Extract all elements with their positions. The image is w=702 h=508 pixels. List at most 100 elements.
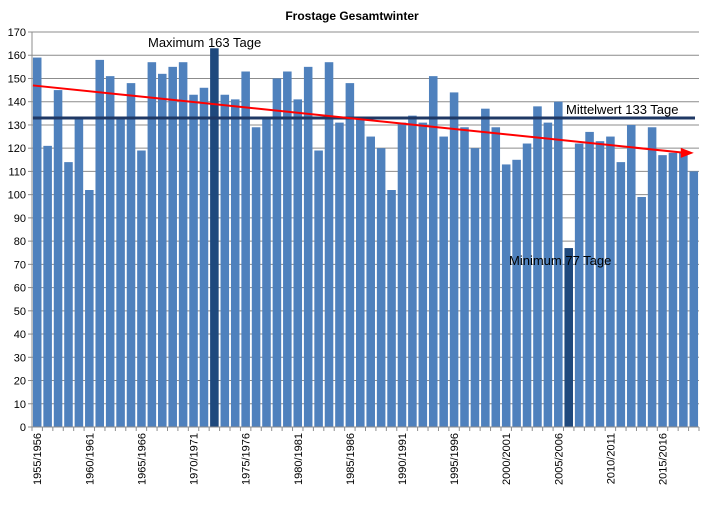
y-tick-label: 90 — [14, 213, 26, 225]
bar — [533, 106, 542, 428]
min-annotation: Minimum 77 Tage — [509, 253, 611, 268]
bar — [64, 162, 73, 427]
y-tick-label: 50 — [14, 306, 26, 318]
y-tick-label: 40 — [14, 329, 26, 341]
bar — [616, 162, 626, 427]
bar — [283, 71, 292, 427]
y-tick-label: 70 — [14, 259, 26, 271]
y-tick-label: 100 — [8, 190, 26, 202]
bar — [564, 248, 573, 427]
x-tick-label: 2010/2011 — [605, 433, 617, 484]
mean-annotation: Mittelwert 133 Tage — [566, 102, 679, 117]
bar — [501, 164, 511, 428]
x-tick-label: 1990/1991 — [397, 433, 409, 485]
bar — [189, 94, 198, 427]
bar — [230, 99, 240, 427]
x-tick-label: 2000/2001 — [501, 433, 513, 485]
x-tick-label: 1975/1976 — [241, 433, 253, 485]
x-tick-label: 1985/1986 — [345, 433, 357, 485]
bar — [126, 83, 136, 427]
y-tick-label: 140 — [8, 97, 26, 109]
bar — [606, 136, 615, 427]
bar — [345, 83, 355, 427]
x-tick-label: 1970/1971 — [189, 433, 201, 485]
bar — [418, 122, 428, 427]
bars — [32, 48, 699, 428]
x-tick-label: 2005/2006 — [553, 433, 565, 485]
bar — [210, 48, 219, 427]
bar — [116, 117, 125, 428]
bar — [585, 131, 594, 428]
bar — [428, 76, 438, 427]
chart-title: Frostage Gesamtwinter — [285, 9, 419, 23]
bar — [272, 78, 282, 428]
y-tick-label: 130 — [8, 120, 26, 132]
bar — [303, 66, 313, 428]
bar — [147, 62, 157, 428]
bar — [137, 150, 146, 427]
bar — [554, 101, 563, 428]
trend-arrowhead — [680, 147, 694, 158]
y-tick-label: 160 — [8, 50, 26, 62]
bar — [689, 171, 699, 427]
bar — [408, 115, 417, 427]
bar — [314, 150, 323, 427]
bar — [626, 124, 636, 428]
y-tick-label: 60 — [14, 283, 26, 295]
x-axis: 1955/1956 1960/1961 1965/1966 1970/1971 1975… — [31, 426, 700, 485]
bar — [658, 155, 667, 427]
bar — [387, 190, 396, 427]
y-tick-label: 30 — [14, 352, 26, 364]
bar — [158, 73, 167, 427]
bar — [293, 99, 303, 427]
bar — [574, 143, 584, 427]
x-tick-label: 2015/2016 — [658, 433, 670, 485]
bar — [522, 143, 532, 427]
bar — [53, 90, 63, 428]
bar — [241, 71, 250, 427]
y-tick-label: 80 — [14, 236, 26, 248]
max-annotation: Maximum 163 Tage — [148, 35, 261, 50]
y-axis: 0 10 20 30 40 50 60 70 80 90 100 110 120 130 140 150 160… — [8, 27, 33, 434]
y-tick-label: 110 — [8, 166, 26, 178]
x-tick-label: 1995/1996 — [449, 433, 461, 485]
x-tick-label: 1980/1981 — [293, 433, 305, 485]
y-tick-label: 120 — [8, 143, 26, 155]
y-tick-label: 10 — [14, 399, 26, 411]
y-tick-label: 20 — [14, 376, 26, 388]
y-tick-label: 170 — [8, 27, 26, 39]
bar — [595, 141, 605, 428]
bar — [262, 117, 271, 428]
bar — [679, 152, 688, 427]
bar — [95, 59, 105, 427]
bar — [449, 92, 459, 427]
bar — [543, 122, 553, 427]
bar — [366, 136, 375, 427]
bar — [178, 62, 188, 428]
bar — [512, 159, 521, 427]
bar — [356, 117, 365, 428]
bar — [251, 127, 261, 427]
bar — [43, 145, 52, 427]
x-tick-label: 1960/1961 — [84, 433, 96, 485]
bar — [32, 57, 42, 427]
bar — [220, 94, 230, 427]
bar — [168, 66, 177, 428]
bar — [85, 190, 94, 427]
bar — [637, 196, 646, 427]
bar — [491, 127, 501, 427]
bar — [105, 76, 115, 427]
bar — [668, 152, 678, 427]
trend-line — [32, 84, 682, 154]
bar — [199, 87, 209, 427]
bar — [460, 127, 469, 427]
bar — [470, 148, 480, 428]
y-tick-label: 150 — [8, 73, 26, 85]
bar — [376, 148, 386, 428]
y-tick-label: 0 — [20, 422, 26, 434]
x-tick-label: 1955/1956 — [32, 433, 44, 485]
bar — [324, 62, 334, 428]
bar — [397, 122, 407, 427]
bar — [439, 136, 448, 427]
